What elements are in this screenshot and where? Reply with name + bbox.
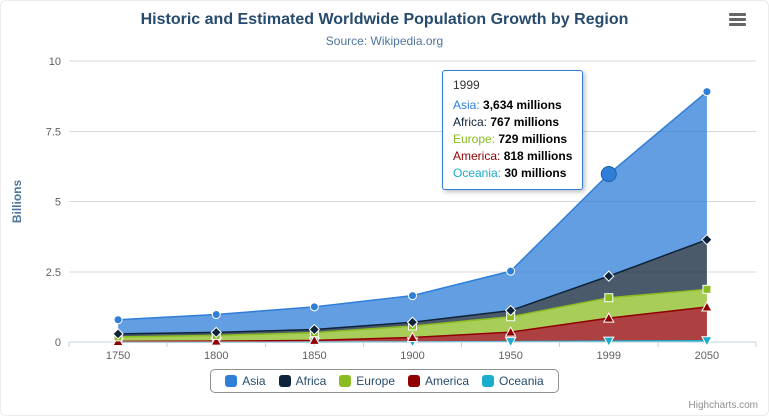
hamburger-bar	[729, 18, 746, 21]
point-africa-1800[interactable]	[210, 326, 222, 339]
tooltip-series-value: 767 millions	[490, 115, 560, 129]
legend-swatch-oceania	[482, 375, 495, 387]
markers	[112, 87, 713, 348]
y-axis-label: 10	[49, 56, 61, 68]
tooltip-series-name: Europe:	[453, 132, 499, 146]
area-america[interactable]	[118, 306, 707, 342]
point-america-1950[interactable]	[504, 326, 517, 337]
area-africa[interactable]	[118, 239, 707, 337]
tooltip-row-oceania: Oceania: 30 millions	[453, 165, 572, 182]
y-axis-title: Billions	[10, 180, 24, 224]
legend-item-oceania[interactable]: Oceania	[482, 374, 544, 388]
legend: Asia Africa Europe America Oceania	[210, 369, 559, 393]
x-axis-label: 1900	[400, 350, 424, 362]
tooltip-row-africa: Africa: 767 millions	[453, 114, 572, 131]
legend-item-asia[interactable]: Asia	[225, 374, 266, 388]
point-oceania-1950[interactable]	[504, 337, 517, 348]
tooltip-row-america: America: 818 millions	[453, 148, 572, 165]
tooltip-series-value: 3,634 millions	[483, 98, 562, 112]
x-axis-label: 1750	[106, 350, 130, 362]
tooltip: 1999 Asia: 3,634 millions Africa: 767 mil…	[442, 70, 584, 190]
hamburger-bar	[729, 13, 746, 16]
area-series	[118, 91, 708, 343]
hamburger-menu-icon[interactable]	[726, 8, 752, 30]
tooltip-series-value: 729 millions	[498, 132, 568, 146]
legend-item-america[interactable]: America	[408, 374, 469, 388]
tooltip-row-europe: Europe: 729 millions	[453, 131, 572, 148]
x-axis-label: 2050	[695, 350, 719, 362]
point-america-1850[interactable]	[308, 334, 321, 345]
tooltip-series-name: America:	[453, 149, 504, 163]
point-asia-2050[interactable]	[702, 87, 712, 97]
tooltip-series-value: 818 millions	[503, 149, 573, 163]
legend-wrap: Asia Africa Europe America Oceania	[1, 369, 768, 393]
point-america-2050[interactable]	[701, 300, 713, 312]
hamburger-bar	[729, 23, 746, 26]
point-america-1900[interactable]	[406, 331, 419, 342]
legend-item-europe[interactable]: Europe	[339, 374, 395, 388]
point-asia-1950[interactable]	[506, 266, 516, 276]
tooltip-row-asia: Asia: 3,634 millions	[453, 97, 572, 114]
point-africa-1950[interactable]	[504, 304, 517, 317]
point-asia-1750[interactable]	[113, 315, 123, 325]
point-asia-1900[interactable]	[408, 291, 417, 301]
x-axis-label: 1850	[302, 350, 326, 362]
point-europe-1999[interactable]	[604, 293, 614, 303]
point-oceania-2050[interactable]	[701, 336, 713, 347]
y-axis-label: 5	[55, 197, 61, 209]
legend-label: Europe	[356, 374, 395, 388]
point-europe-2050[interactable]	[702, 284, 712, 294]
chart-subtitle: Source: Wikipedia.org	[325, 34, 444, 48]
tooltip-header: 1999	[453, 78, 480, 92]
tooltip-series-name: Asia:	[453, 98, 484, 112]
y-axis-label: 7.5	[46, 126, 61, 138]
point-africa-1999[interactable]	[603, 270, 615, 282]
point-asia-1800[interactable]	[211, 310, 221, 320]
point-africa-1750[interactable]	[112, 328, 124, 340]
legend-swatch-america	[408, 375, 420, 387]
hovered-point-asia-1999[interactable]	[600, 166, 617, 183]
legend-swatch-asia	[225, 375, 238, 387]
x-axis-label: 1950	[498, 350, 522, 362]
point-oceania-1999[interactable]	[602, 336, 615, 348]
legend-label: America	[425, 374, 470, 388]
point-africa-2050[interactable]	[701, 233, 713, 246]
point-america-1800[interactable]	[210, 335, 223, 346]
tooltip-series-name: Africa:	[453, 115, 491, 129]
point-africa-1850[interactable]	[308, 323, 321, 336]
credits-link[interactable]: Highcharts.com	[688, 400, 758, 411]
point-america-1999[interactable]	[602, 312, 615, 323]
y-axis-label: 2.5	[46, 267, 61, 279]
legend-label: Asia	[242, 374, 266, 388]
legend-label: Africa	[295, 374, 327, 388]
legend-item-africa[interactable]: Africa	[278, 374, 327, 388]
y-axis-label: 0	[55, 337, 61, 349]
x-axis-label: 1999	[597, 350, 621, 362]
x-axis-label: 1800	[204, 350, 228, 362]
legend-swatch-africa	[278, 375, 291, 387]
tooltip-series-name: Oceania:	[453, 166, 505, 180]
legend-label: Oceania	[499, 374, 544, 388]
chart-title: Historic and Estimated Worldwide Populat…	[140, 11, 629, 28]
legend-swatch-europe	[339, 375, 352, 387]
point-africa-1900[interactable]	[406, 316, 419, 328]
tooltip-series-value: 30 millions	[504, 166, 567, 180]
area-asia[interactable]	[118, 91, 707, 334]
tooltip-rows: Asia: 3,634 millions Africa: 767 millions…	[453, 97, 572, 182]
point-asia-1850[interactable]	[309, 302, 319, 312]
